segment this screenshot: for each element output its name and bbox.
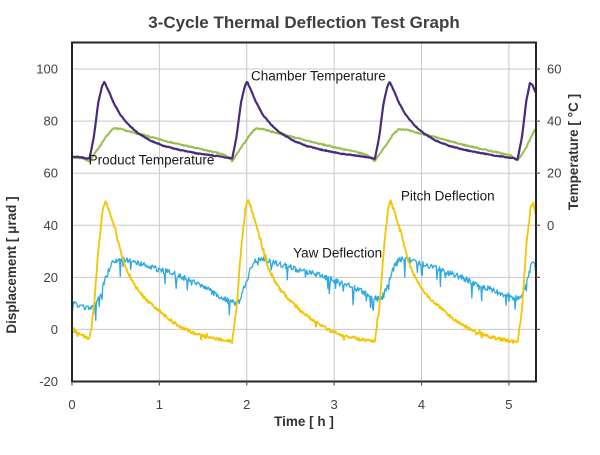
x-tick-label: 0 — [68, 397, 75, 412]
x-tick-label: 3 — [331, 397, 338, 412]
y-left-tick-label: 60 — [44, 166, 58, 181]
tick-labels: -20 0 20 40 60 80 100 0 20 40 60 0 1 2 3 4 5 — [36, 62, 561, 412]
plot-frame — [71, 41, 537, 383]
annotation-product-temperature: Product Temperature — [89, 153, 215, 168]
y-left-tick-label: 20 — [44, 270, 58, 285]
y-left-tick-label: 0 — [51, 322, 58, 337]
gridlines — [72, 42, 536, 382]
y-right-tick-label: 60 — [547, 62, 561, 77]
y-right-tick-label: 20 — [547, 166, 561, 181]
y-right-tick-label: 40 — [547, 114, 561, 129]
y-left-tick-label: 40 — [44, 218, 58, 233]
tick-marks — [71, 68, 540, 386]
x-axis-title: Time [ h ] — [274, 414, 334, 429]
annotation-yaw-deflection: Yaw Deflection — [293, 246, 382, 261]
y-axis-right-title: Temperature [ °C ] — [566, 94, 581, 210]
y-right-tick-label: 0 — [547, 218, 554, 233]
annotation-pitch-deflection: Pitch Deflection — [401, 189, 495, 204]
x-tick-label: 1 — [156, 397, 163, 412]
x-tick-label: 5 — [505, 397, 512, 412]
chart-title: 3-Cycle Thermal Deflection Test Graph — [148, 13, 459, 32]
series-line-yaw-deflection — [71, 256, 537, 322]
annotation-chamber-temperature: Chamber Temperature — [251, 69, 386, 84]
y-left-tick-label: 80 — [44, 114, 58, 129]
series-line-pitch-deflection — [71, 199, 537, 344]
series-annotations: Chamber Temperature Product Temperature Pi… — [89, 69, 495, 261]
series-line-product-temperature — [71, 126, 537, 163]
y-left-tick-label: 100 — [36, 62, 58, 77]
series-line-chamber-temperature — [70, 80, 537, 161]
y-axis-left-title: Displacement [ μrad ] — [4, 196, 19, 333]
y-left-tick-label: -20 — [39, 374, 58, 389]
x-tick-label: 2 — [243, 397, 250, 412]
series-lines — [70, 80, 537, 344]
x-tick-label: 4 — [418, 397, 425, 412]
